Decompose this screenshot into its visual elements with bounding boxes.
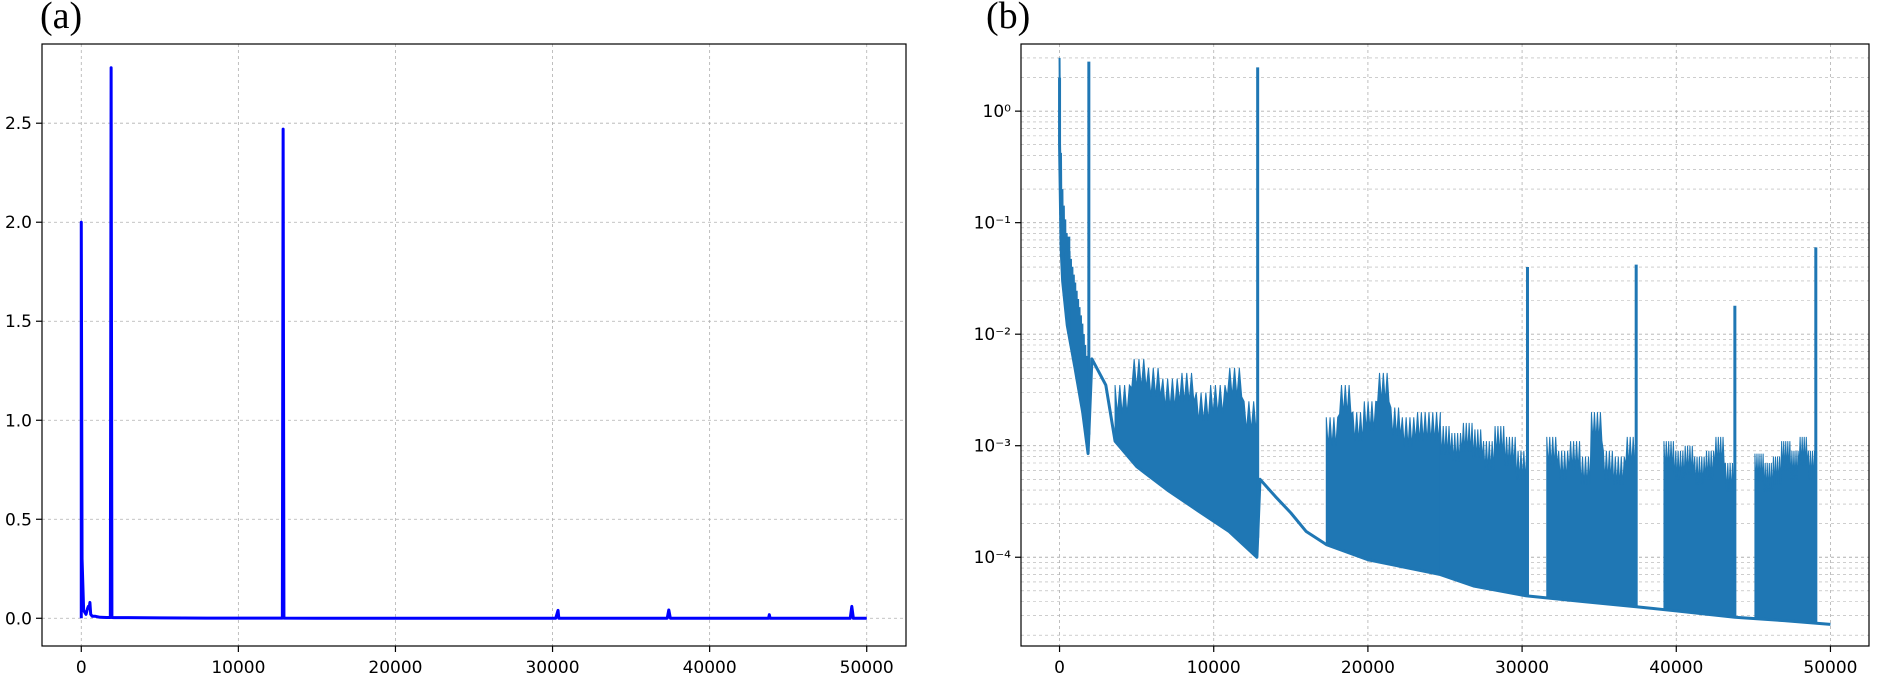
oscillation-band (1325, 372, 1441, 576)
panel-b: 0 10000 20000 30000 40000 50000 10⁻⁴ 10⁻³ 10⁻² 10… (974, 0, 1870, 676)
x-tick-label: 50000 (840, 658, 894, 676)
x-tick-label: 50000 (1803, 658, 1857, 676)
y-tick-label: 1.0 (5, 411, 32, 431)
panel-a: 0 10000 20000 30000 40000 50000 0.0 0.5 1.0 1.5 2.… (5, 0, 907, 676)
y-tick-label: 2.5 (5, 114, 32, 134)
axes-frame (1020, 43, 1870, 647)
y-tick-label: 10⁻² (974, 325, 1011, 345)
grid (1021, 43, 1869, 646)
plot-data (79, 66, 867, 620)
oscillation-band (1439, 422, 1528, 597)
y-tick-label: 10⁰ (983, 102, 1012, 122)
x-tick-label: 20000 (1341, 658, 1395, 676)
y-tick-label: 10⁻⁴ (974, 548, 1012, 568)
oscillation-band (1114, 358, 1259, 558)
x-tick-label: 0 (76, 658, 87, 676)
x-tick-label: 20000 (368, 658, 422, 676)
plot-data (1058, 57, 1831, 626)
y-tick-label: 10⁻¹ (974, 214, 1011, 234)
y-tick-label: 0.5 (5, 510, 32, 530)
oscillation-band (1663, 436, 1736, 618)
x-tick-label: 30000 (525, 658, 579, 676)
y-tick-label: 1.5 (5, 312, 32, 332)
x-tick-label: 10000 (211, 658, 265, 676)
x-tick-label: 40000 (683, 658, 737, 676)
y-tick-label: 2.0 (5, 213, 32, 233)
x-tick-label: 30000 (1495, 658, 1549, 676)
grid (42, 44, 906, 646)
ticks: 0 10000 20000 30000 40000 50000 10⁻⁴ 10⁻³ 10⁻² 10… (974, 102, 1858, 676)
series-line (79, 66, 867, 620)
axes-frame (41, 43, 907, 647)
y-tick-label: 0.0 (5, 609, 32, 629)
panel-label: (a) (40, 0, 82, 37)
x-tick-label: 0 (1054, 658, 1065, 676)
y-tick-label: 10⁻³ (974, 437, 1011, 457)
oscillation-band (1754, 436, 1818, 624)
x-tick-label: 10000 (1187, 658, 1241, 676)
x-tick-label: 40000 (1649, 658, 1703, 676)
panel-label: (b) (986, 0, 1030, 37)
oscillation-band (1546, 412, 1637, 608)
ticks: 0 10000 20000 30000 40000 50000 0.0 0.5 1.0 1.5 2.… (5, 114, 894, 676)
